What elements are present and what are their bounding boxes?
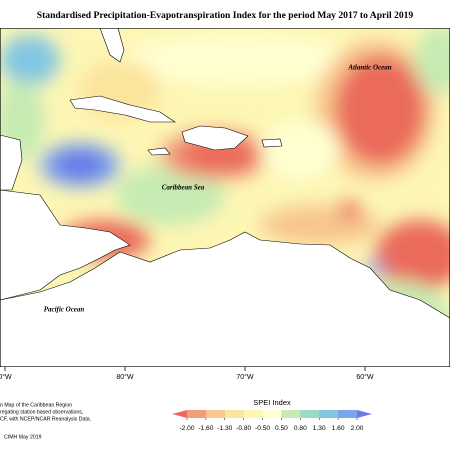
colorbar-label: 1.60 bbox=[332, 425, 345, 432]
lon-label: 0°W bbox=[0, 373, 12, 381]
title: Standardised Precipitation-Evapotranspir… bbox=[37, 10, 414, 21]
colorbar-label: -0.80 bbox=[236, 425, 251, 432]
colorbar-label: -1.60 bbox=[198, 425, 213, 432]
colorbar-label: 1.30 bbox=[313, 425, 326, 432]
ocean-label: Atlantic Ocean bbox=[347, 64, 391, 72]
colorbar-bin bbox=[281, 410, 301, 418]
colorbar-end bbox=[172, 410, 187, 418]
map-area bbox=[0, 28, 450, 367]
colorbar-bin bbox=[338, 410, 358, 418]
colorbar-label: -2.00 bbox=[179, 425, 194, 432]
florida bbox=[99, 28, 125, 63]
colorbar-label: 0.80 bbox=[294, 425, 307, 432]
colorbar-bin bbox=[300, 410, 320, 418]
yucatan bbox=[0, 134, 23, 191]
south-america bbox=[0, 231, 450, 367]
footnote: n Map of the Caribbean Region bbox=[0, 402, 72, 408]
footnote: CIMH May 2019 bbox=[4, 434, 42, 440]
colorbar-label: -1.30 bbox=[217, 425, 232, 432]
footnote: CF, with NCEP/NCAR Reanalysis Data. bbox=[0, 416, 91, 422]
colorbar-bin bbox=[187, 410, 207, 418]
central-america bbox=[0, 189, 131, 301]
legend-title: SPEI Index bbox=[253, 398, 291, 407]
colorbar-label: 0.50 bbox=[275, 425, 288, 432]
colorbar-bin bbox=[319, 410, 339, 418]
lon-label: 60°W bbox=[356, 373, 374, 381]
ocean-label: Caribbean Sea bbox=[162, 184, 205, 192]
colorbar-label: -0.50 bbox=[255, 425, 270, 432]
puerto-rico bbox=[261, 138, 283, 148]
footnote: regating station based observations, bbox=[0, 409, 83, 415]
lon-label: 80°W bbox=[116, 373, 134, 381]
lon-label: 70°W bbox=[236, 373, 254, 381]
jamaica bbox=[147, 147, 171, 156]
colorbar-label: 2.00 bbox=[351, 425, 364, 432]
colorbar-bin bbox=[262, 410, 282, 418]
hispaniola bbox=[181, 125, 249, 151]
colorbar-bin bbox=[205, 410, 226, 418]
cuba bbox=[69, 95, 176, 123]
ocean-label: Pacific Ocean bbox=[44, 306, 85, 314]
colorbar-end bbox=[357, 410, 372, 418]
index-field bbox=[0, 28, 450, 360]
colorbar-bin bbox=[224, 410, 244, 418]
colorbar-bin bbox=[243, 410, 263, 418]
